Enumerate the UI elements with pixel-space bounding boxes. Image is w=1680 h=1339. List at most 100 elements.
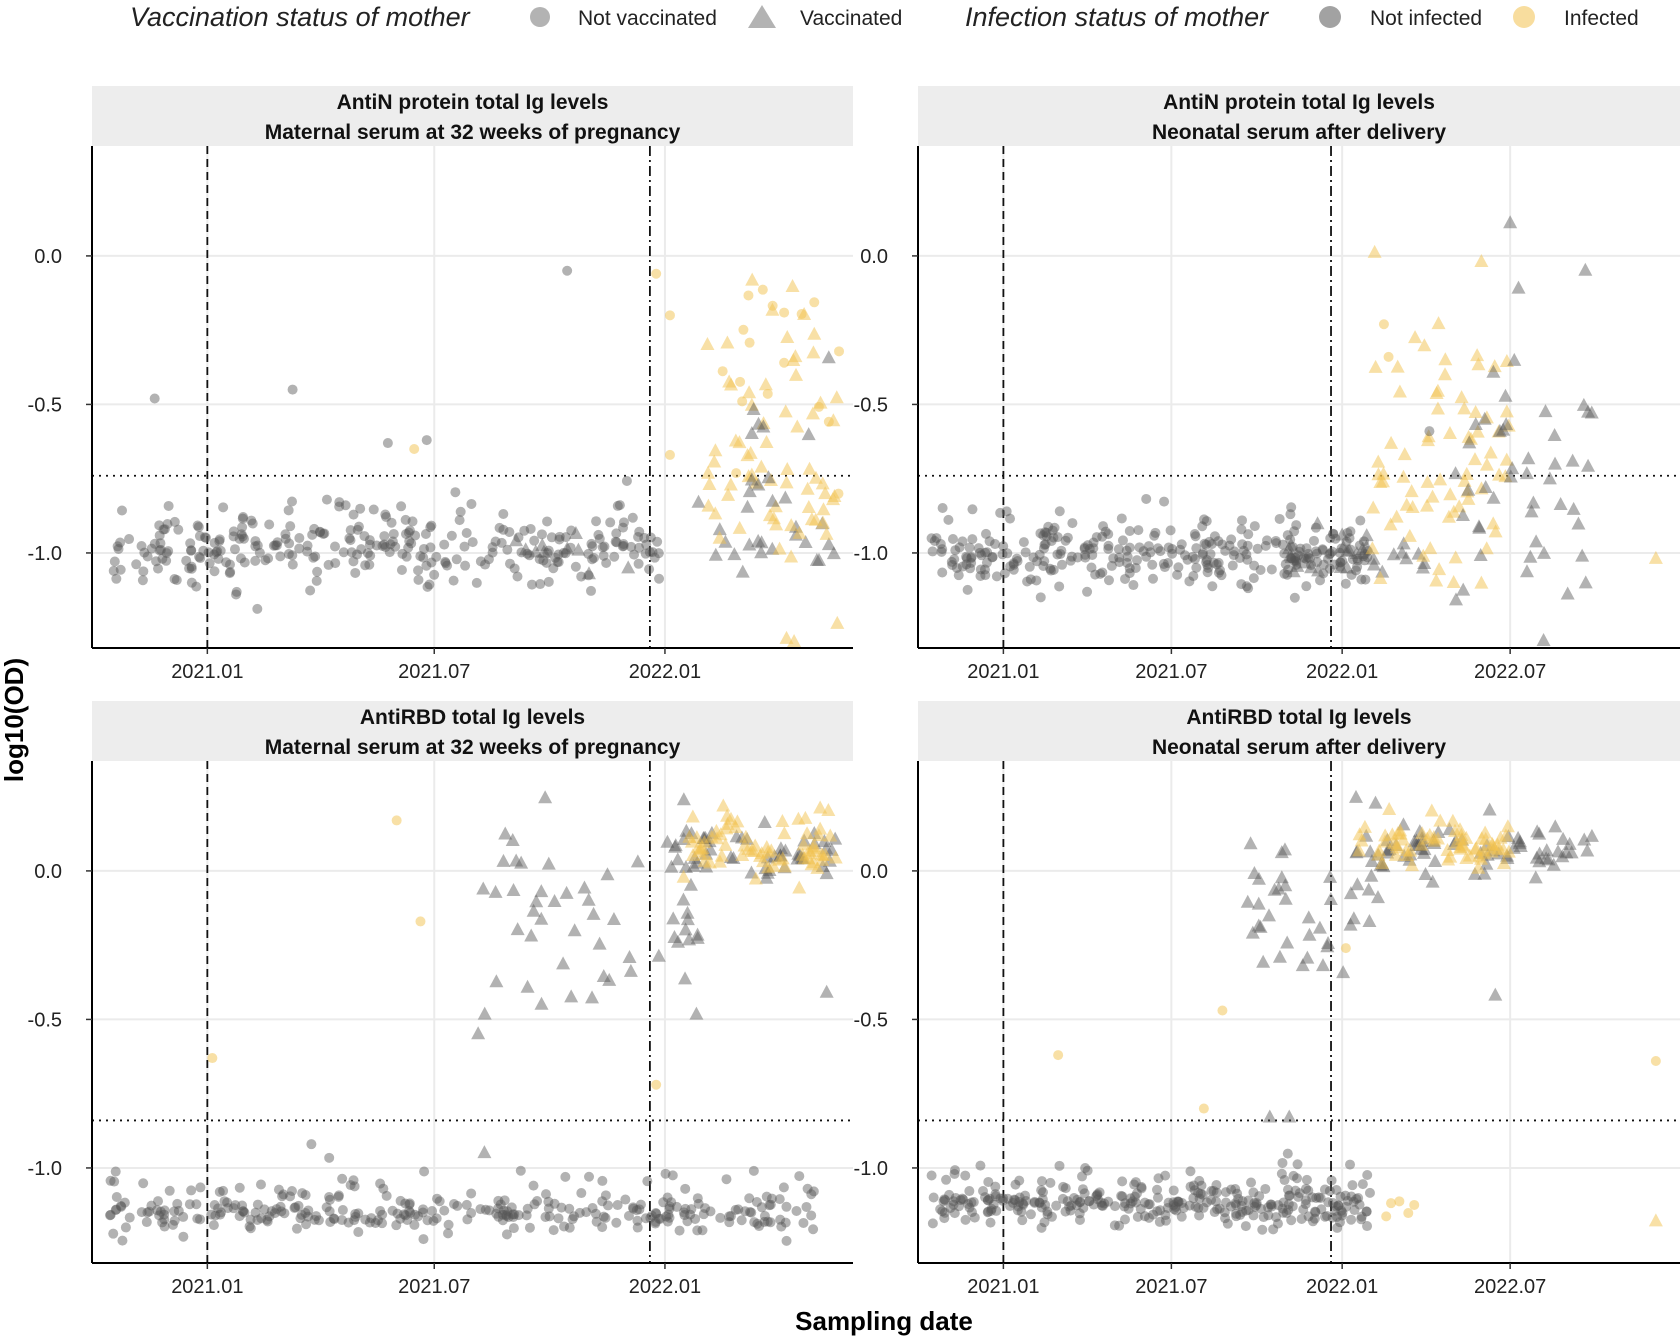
point-circle [1011, 553, 1022, 564]
point-circle [1008, 564, 1019, 575]
point-triangle-infected [808, 470, 823, 484]
legend: Vaccination status of mother Not vaccina… [130, 2, 1639, 32]
point-circle [1206, 539, 1217, 550]
point-circle [1193, 1202, 1204, 1213]
point-circle [1263, 1210, 1274, 1221]
point-circle [296, 1209, 307, 1220]
point-triangle [1256, 954, 1271, 968]
point-circle [1187, 551, 1198, 562]
point-circle [1217, 539, 1228, 550]
point-triangle [536, 544, 551, 558]
point-circle [1074, 1215, 1085, 1226]
point-circle [215, 1209, 226, 1220]
point-circle [984, 536, 995, 547]
point-circle [966, 557, 977, 568]
point-triangle [1537, 545, 1552, 559]
point-circle [1037, 1194, 1048, 1205]
point-circle [808, 1186, 819, 1197]
point-circle [802, 1183, 813, 1194]
point-circle [740, 1206, 751, 1217]
point-circle [1236, 579, 1247, 590]
point-circle-infected [1053, 1050, 1064, 1061]
point-circle-infected [779, 357, 790, 368]
point-circle [949, 1168, 960, 1179]
point-circle [591, 1216, 602, 1227]
y-tick-label: -0.5 [854, 1009, 888, 1031]
point-triangle [1364, 868, 1379, 882]
point-triangle-infected [749, 475, 764, 489]
point-circle [395, 1195, 406, 1206]
point-circle [1082, 1165, 1093, 1176]
point-circle [306, 1139, 317, 1150]
point-circle [215, 545, 226, 556]
point-circle [635, 1199, 646, 1210]
point-circle [950, 1192, 961, 1203]
point-triangle [1580, 843, 1595, 857]
point-circle [157, 1217, 168, 1228]
point-circle-infected [813, 401, 824, 412]
point-triangle-infected [792, 525, 807, 539]
point-circle [218, 502, 229, 513]
point-circle [155, 544, 166, 555]
point-circle [645, 1212, 656, 1223]
point-circle [443, 1219, 454, 1230]
point-circle-infected [757, 284, 768, 295]
point-circle [1148, 1209, 1159, 1220]
point-triangle [496, 853, 511, 867]
point-circle [1201, 539, 1212, 550]
point-circle [337, 1173, 348, 1184]
point-circle [1152, 1192, 1163, 1203]
point-circle [427, 1206, 438, 1217]
point-circle [508, 1223, 519, 1234]
point-circle [500, 1209, 511, 1220]
point-triangle-infected [1367, 244, 1382, 258]
point-circle [667, 1170, 678, 1181]
point-circle [309, 523, 320, 534]
point-circle [1285, 534, 1296, 545]
point-circle [948, 1199, 959, 1210]
point-triangle-infected [735, 848, 750, 862]
point-triangle-infected [1420, 474, 1435, 488]
point-triangle-infected [701, 465, 716, 479]
point-triangle [534, 911, 549, 925]
point-triangle-infected [1461, 491, 1476, 505]
point-circle [559, 1221, 570, 1232]
point-triangle-infected [801, 851, 816, 865]
point-circle [1065, 1205, 1076, 1216]
point-circle [1293, 1191, 1304, 1202]
point-triangle [691, 494, 706, 508]
point-triangle-infected [1441, 509, 1456, 523]
point-triangle-infected [779, 630, 794, 644]
point-circle [1088, 1199, 1099, 1210]
point-circle [117, 505, 128, 516]
point-circle [330, 558, 341, 569]
point-circle [285, 521, 296, 532]
point-circle [1064, 1201, 1075, 1212]
point-circle [381, 511, 392, 522]
point-circle [250, 541, 261, 552]
point-circle [1224, 540, 1235, 551]
point-circle [142, 1207, 153, 1218]
point-circle [1190, 1201, 1201, 1212]
point-circle [1290, 1185, 1301, 1196]
point-circle [497, 1215, 508, 1226]
point-circle-infected [1217, 1005, 1228, 1016]
point-triangle-infected [779, 475, 794, 489]
point-circle [1354, 540, 1365, 551]
point-circle [1205, 548, 1216, 559]
point-triangle [528, 544, 543, 558]
point-circle [1228, 550, 1239, 561]
point-circle [1193, 1187, 1204, 1198]
point-circle [1309, 1213, 1320, 1224]
point-circle [1298, 552, 1309, 563]
point-circle [1086, 562, 1097, 573]
point-circle [1082, 540, 1093, 551]
point-triangle-infected [685, 848, 700, 862]
point-circle [597, 1222, 608, 1233]
point-circle [353, 1227, 364, 1238]
point-circle [1096, 1197, 1107, 1208]
point-circle [1361, 1206, 1372, 1217]
point-triangle [471, 1026, 486, 1040]
point-circle [566, 525, 577, 536]
point-circle [235, 553, 246, 564]
